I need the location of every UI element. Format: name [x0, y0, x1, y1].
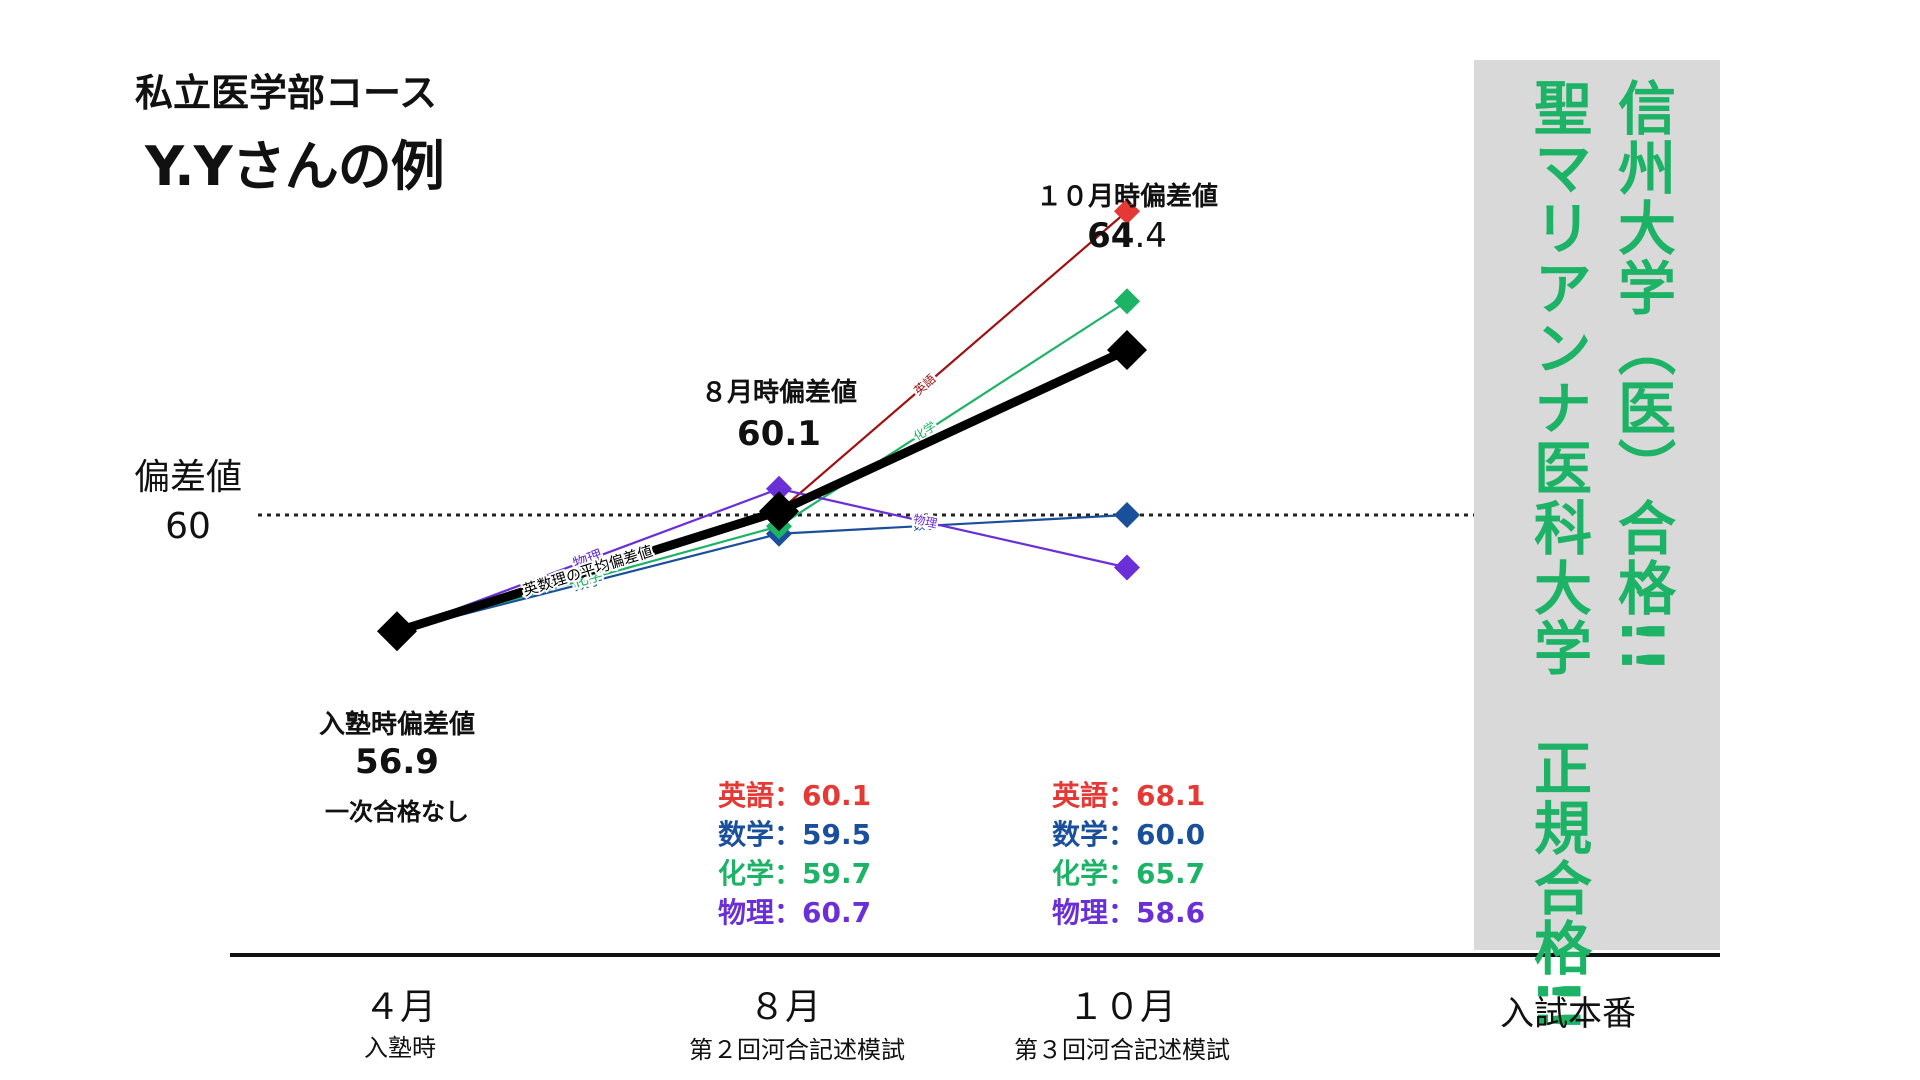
oct-score-math: 数学：60.0: [1052, 818, 1206, 851]
result-panel: [1474, 60, 1720, 950]
oct-value-main: 64: [1087, 216, 1135, 256]
aug-score-physics: 物理：60.7: [718, 896, 872, 929]
marker-physics-2: [1113, 554, 1141, 581]
x-sub-oct: 第３回河合記述模試: [1014, 1036, 1230, 1064]
marker-math-2: [1113, 502, 1141, 529]
aug-value: 60.1: [737, 414, 821, 454]
oct-scores: 英語：68.1 数学：60.0 化学：65.7 物理：58.6: [1052, 776, 1205, 932]
marker-average-1: [759, 491, 799, 532]
start-heading: 入塾時偏差値: [318, 710, 476, 740]
aug-scores: 英語：60.1 数学：59.5 化学：59.7 物理：60.7: [718, 776, 871, 932]
oct-score-physics: 物理：58.6: [1052, 896, 1206, 929]
student-title: Y.Yさんの例: [145, 135, 445, 198]
marker-english-2: [1113, 198, 1141, 225]
oct-heading: １０月時偏差値: [1035, 182, 1219, 212]
oct-value: 64.4: [1087, 216, 1167, 256]
series-line-chemistry: [396, 300, 1128, 633]
result-shinshu: 信州大学（医）合格!!: [1608, 78, 1676, 675]
aug-score-chemistry: 化学：59.7: [718, 857, 872, 890]
start-value: 56.9: [355, 742, 439, 782]
x-sub-apr: 入塾時: [364, 1034, 436, 1062]
x-label-apr: ４月: [363, 987, 437, 1028]
course-title: 私立医学部コース: [135, 71, 438, 115]
x-label-aug: ８月: [748, 987, 822, 1028]
aug-score-math: 数学：59.5: [718, 818, 872, 851]
series-line-math: [396, 513, 1128, 633]
marker-average-0: [377, 611, 417, 652]
aug-score-english: 英語：60.1: [718, 779, 872, 812]
marker-average-2: [1107, 330, 1148, 371]
marker-physics-1: [765, 475, 793, 502]
aug-heading: ８月時偏差値: [700, 378, 858, 408]
oct-value-tail: .4: [1134, 216, 1167, 256]
start-note: 一次合格なし: [325, 798, 469, 826]
reference-label-value: 60: [165, 506, 211, 547]
oct-score-chemistry: 化学：65.7: [1052, 857, 1206, 890]
x-label-oct: １０月: [1067, 987, 1177, 1028]
result-marianna: 聖マリアンナ医科大学 正規合格!!: [1524, 78, 1592, 1035]
x-sub-aug: 第２回河合記述模試: [689, 1036, 905, 1064]
marker-chemistry-2: [1113, 288, 1141, 315]
reference-label-name: 偏差値: [133, 457, 243, 498]
oct-score-english: 英語：68.1: [1052, 779, 1206, 812]
x-label-exam: 入試本番: [1500, 994, 1636, 1034]
reference-label: 偏差値 60: [134, 448, 242, 547]
